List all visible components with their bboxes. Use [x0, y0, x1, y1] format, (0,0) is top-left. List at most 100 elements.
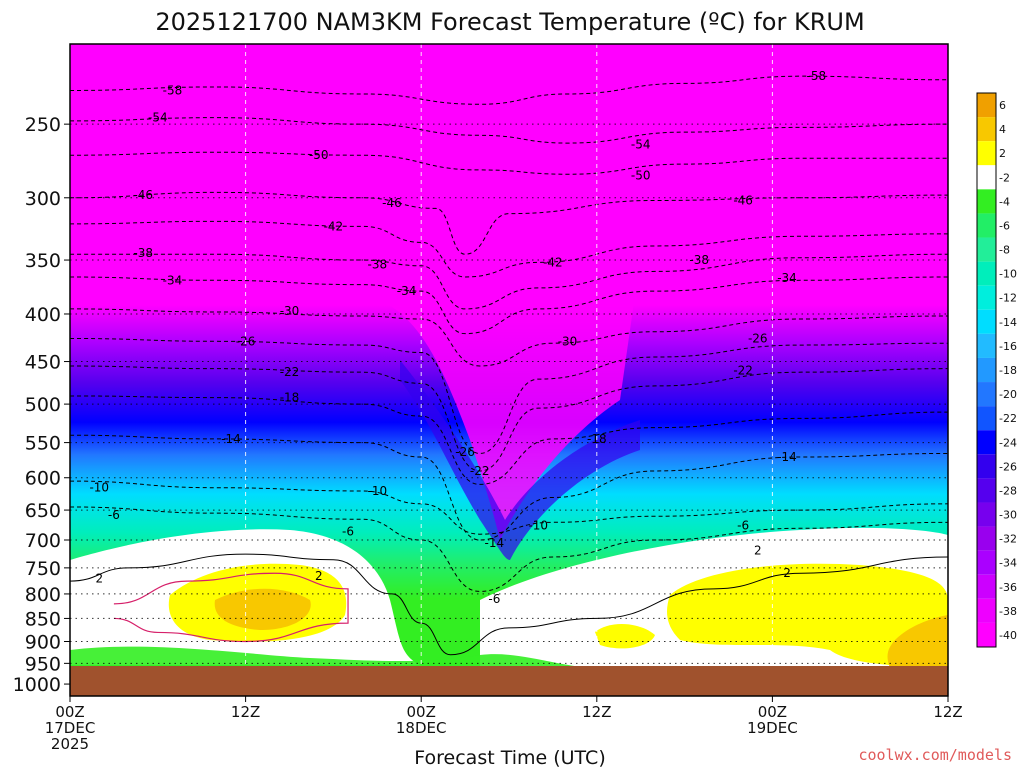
colorbar-label: -32 — [999, 533, 1017, 546]
colorbar-label: -12 — [999, 292, 1017, 305]
contour-label: -46 — [133, 188, 153, 202]
contour-line — [70, 253, 948, 310]
colorbar-swatch — [977, 430, 996, 455]
credit-label: coolwx.com/models — [858, 746, 1012, 764]
colorbar-swatch — [977, 550, 996, 575]
contour-label: -50 — [309, 148, 329, 162]
y-tick-label: 900 — [25, 632, 61, 654]
colorbar-label: -38 — [999, 605, 1017, 618]
y-tick-label: 650 — [25, 500, 61, 522]
x-tick-label: 12Z — [933, 703, 962, 721]
y-tick-label: 800 — [25, 584, 61, 606]
colorbar-swatch — [977, 141, 996, 166]
colorbar-swatch — [977, 574, 996, 599]
contour-label: 2 — [95, 571, 103, 585]
colorbar-label: 6 — [999, 99, 1006, 112]
plot-frame — [69, 43, 949, 697]
contour-label: -6 — [737, 518, 749, 532]
x-tick-label: 00Z — [55, 703, 84, 721]
x-tick-label: 00Z — [758, 703, 787, 721]
x-tick-label: 18DEC — [396, 719, 447, 737]
x-tick-label: 17DEC — [45, 719, 96, 737]
colorbar-label: -18 — [999, 364, 1017, 377]
contour-label: -14 — [221, 432, 241, 446]
colorbar-swatch — [977, 598, 996, 623]
contour-label: -26 — [455, 445, 475, 459]
colorbar-label: -36 — [999, 581, 1017, 594]
contour-label: 2 — [315, 569, 323, 583]
contour-label: -54 — [631, 138, 651, 152]
y-tick-label: 250 — [25, 114, 61, 136]
contour-label: -18 — [280, 391, 300, 405]
contour-label: -50 — [631, 169, 651, 183]
contour-label: -6 — [488, 592, 500, 606]
contour-label: -30 — [558, 334, 578, 348]
x-tick-label: 12Z — [582, 703, 611, 721]
contour-label: -22 — [280, 365, 300, 379]
y-tick-label: 750 — [25, 558, 61, 580]
contour-label: -26 — [748, 331, 768, 345]
colorbar-label: -30 — [999, 509, 1017, 522]
contour-line — [70, 117, 948, 144]
y-tick-label: 850 — [25, 608, 61, 630]
colorbar-swatch — [977, 309, 996, 334]
cold-core-band — [400, 360, 640, 560]
contour-label: -46 — [733, 193, 753, 207]
colorbar-swatch — [977, 237, 996, 262]
colorbar-label: -4 — [999, 195, 1010, 208]
contour-label: -22 — [470, 464, 490, 478]
colorbar-label: -40 — [999, 629, 1017, 642]
contour-line — [70, 365, 948, 472]
contour-label: -22 — [733, 363, 753, 377]
warm-core-right — [667, 563, 948, 668]
colorbar-swatch — [977, 357, 996, 383]
colorbar-swatch — [977, 478, 996, 503]
contour-label: -10 — [528, 518, 548, 532]
contour-label: -34 — [163, 273, 183, 287]
colorbar-label: 2 — [999, 147, 1006, 160]
colorbar-swatch — [977, 406, 996, 431]
x-tick-label: 2025 — [51, 735, 89, 753]
colorbar-label: -6 — [999, 219, 1010, 232]
contour-lines: -58-58-54-54-50-50-46-46 -46-42-42-38-38-… — [70, 69, 948, 656]
contour-label: -38 — [367, 258, 387, 272]
colorbar-swatch — [977, 213, 996, 238]
colorbar-label: -2 — [999, 171, 1010, 184]
contour-line — [113, 572, 349, 643]
colorbar-swatch — [977, 333, 996, 358]
contour-label: -10 — [367, 484, 387, 498]
colorbar-label: -14 — [999, 316, 1017, 329]
colorbar-label: -10 — [999, 268, 1017, 281]
contour-label: -46 — [382, 196, 402, 210]
x-tick-label: 19DEC — [747, 719, 798, 737]
plot-area: -58-58-54-54-50-50-46-46 -46-42-42-38-38-… — [70, 44, 948, 696]
contour-label: -14 — [485, 536, 505, 550]
chart-title: 2025121700 NAM3KM Forecast Temperature (… — [155, 8, 864, 36]
colorbar-swatch — [977, 117, 996, 142]
warm-pocket — [595, 624, 655, 649]
cold-trough — [380, 260, 640, 540]
colorbar-swatch — [977, 454, 996, 479]
contour-label: -6 — [108, 508, 120, 522]
colorbar-label: -20 — [999, 388, 1017, 401]
colorbar-label: 4 — [999, 123, 1006, 136]
contour-label: -34 — [397, 284, 417, 298]
colorbar-swatch — [977, 93, 996, 118]
contour-label: -42 — [324, 219, 344, 233]
y-tick-label: 1000 — [13, 674, 61, 696]
y-tick-label: 550 — [25, 433, 61, 455]
contour-line — [70, 395, 948, 485]
y-tick-label: 300 — [25, 188, 61, 210]
colorbar-label: -26 — [999, 460, 1017, 473]
contour-label: -6 — [342, 524, 354, 538]
contour-line — [70, 75, 948, 105]
colorbar-label: -24 — [999, 436, 1017, 449]
colorbar-swatch — [977, 189, 996, 214]
warm-core-left-inner — [214, 588, 311, 630]
grid-lines — [70, 44, 948, 696]
x-tick-label: 12Z — [231, 703, 260, 721]
contour-line — [70, 276, 948, 335]
colorbar-swatch — [977, 382, 996, 407]
